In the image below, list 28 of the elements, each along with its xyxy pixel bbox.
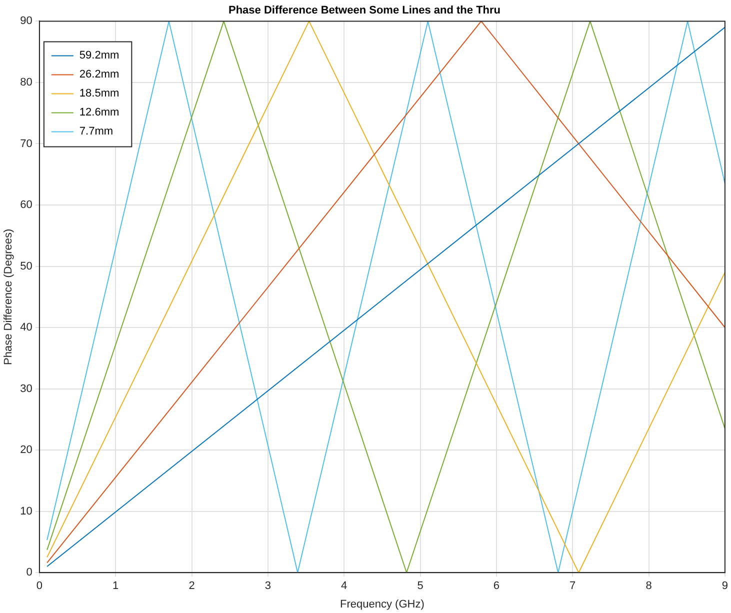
y-tick-label: 10 [20, 505, 32, 518]
x-axis-title: Frequency (GHz) [340, 598, 424, 610]
legend-label: 26.2mm [79, 68, 120, 81]
x-tick-label: 3 [264, 580, 271, 592]
y-tick-label: 20 [20, 444, 32, 456]
legend-label: 59.2mm [79, 50, 120, 62]
x-tick-label: 6 [493, 580, 500, 592]
x-tick-label: 5 [417, 580, 424, 592]
y-tick-label: 70 [20, 138, 32, 150]
y-tick-label: 40 [20, 322, 32, 334]
x-tick-label: 9 [722, 580, 728, 592]
x-tick-label: 7 [570, 580, 576, 592]
y-tick-label: 30 [20, 382, 32, 395]
x-tick-label: 4 [341, 580, 348, 592]
legend-label: 12.6mm [79, 106, 120, 119]
y-tick-label: 90 [20, 15, 32, 28]
x-tick-label: 2 [188, 580, 195, 592]
x-tick-label: 1 [112, 580, 119, 592]
legend-label: 18.5mm [79, 88, 120, 100]
y-tick-label: 0 [26, 566, 32, 579]
x-tick-label: 8 [646, 580, 652, 592]
y-tick-label: 80 [20, 76, 32, 88]
chart-title: Phase Difference Between Some Lines and the Thru [228, 4, 501, 17]
y-tick-label: 50 [20, 260, 32, 272]
y-axis-title: Phase Difference (Degrees) [2, 228, 15, 365]
y-tick-label: 60 [20, 199, 32, 212]
legend-label: 7.7mm [79, 126, 114, 138]
x-tick-label: 0 [36, 580, 42, 592]
